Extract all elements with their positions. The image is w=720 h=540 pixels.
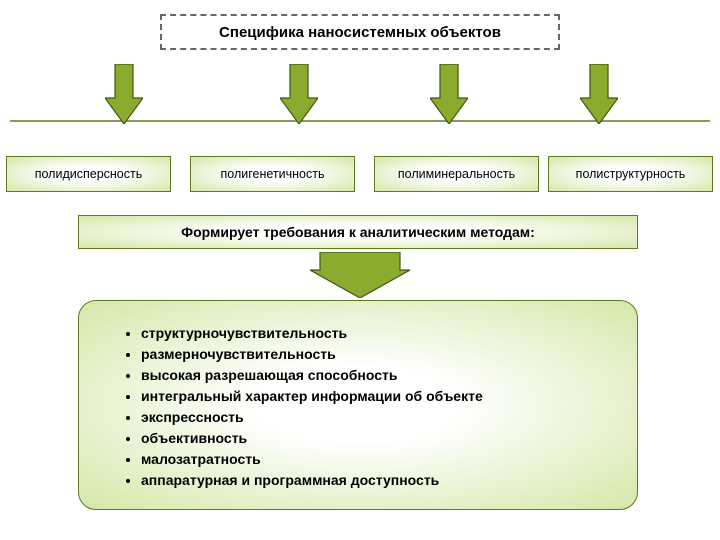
arrow-down-1: [105, 64, 143, 124]
poly-box-label: полиструктурность: [576, 167, 686, 181]
requirement-item: малозатратность: [141, 449, 607, 470]
mid-title-box: Формирует требования к аналитическим мет…: [78, 215, 638, 249]
mid-title-text: Формирует требования к аналитическим мет…: [181, 224, 535, 240]
requirement-item: объективность: [141, 428, 607, 449]
requirement-item: аппаратурная и программная доступность: [141, 470, 607, 491]
requirement-item: размерночувствительность: [141, 344, 607, 365]
arrow-down-4: [580, 64, 618, 124]
requirements-panel: структурночувствительностьразмерночувств…: [78, 300, 638, 510]
title-box: Специфика наносистемных объектов: [160, 14, 560, 50]
poly-box-label: полигенетичность: [221, 167, 325, 181]
requirement-item: интегральный характер информации об объе…: [141, 386, 607, 407]
requirement-item: экспрессность: [141, 407, 607, 428]
poly-box-4: полиструктурность: [548, 156, 713, 192]
poly-box-3: полиминеральность: [374, 156, 539, 192]
requirement-item: структурночувствительность: [141, 323, 607, 344]
poly-box-1: полидисперсность: [6, 156, 171, 192]
requirement-item: высокая разрешающая способность: [141, 365, 607, 386]
big-arrow-down: [310, 252, 410, 298]
requirements-list: структурночувствительностьразмерночувств…: [119, 323, 607, 491]
poly-box-label: полиминеральность: [398, 167, 515, 181]
title-text: Специфика наносистемных объектов: [219, 24, 501, 41]
poly-box-2: полигенетичность: [190, 156, 355, 192]
poly-box-label: полидисперсность: [35, 167, 143, 181]
arrow-down-3: [430, 64, 468, 124]
arrow-down-2: [280, 64, 318, 124]
